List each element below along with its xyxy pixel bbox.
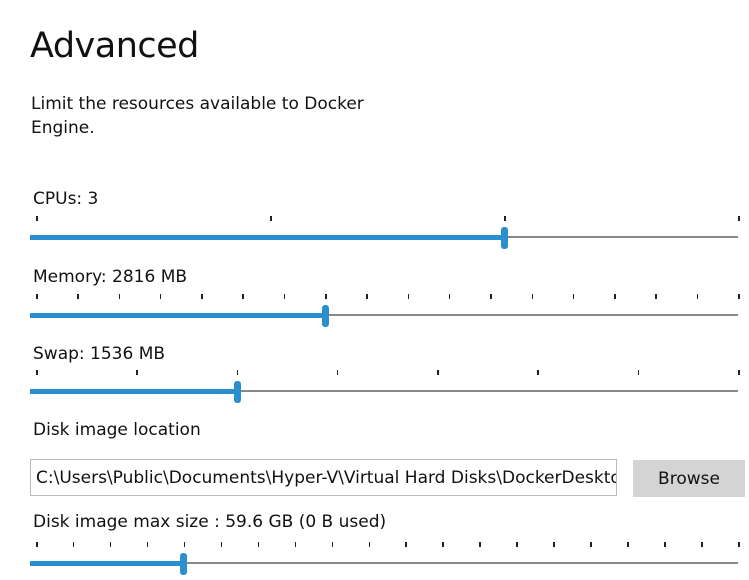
slider-tick — [183, 542, 186, 547]
slider-thumb[interactable] — [501, 227, 509, 249]
slider-tick — [36, 294, 38, 299]
slider-tick — [490, 294, 492, 299]
slider-tick — [553, 542, 555, 547]
slider-tick — [294, 542, 297, 547]
slider-tick — [479, 542, 481, 547]
slider-tick — [537, 370, 539, 375]
slider-thumb[interactable] — [180, 553, 188, 575]
disk-location-input[interactable]: C:\Users\Public\Documents\Hyper-V\Virtua… — [30, 459, 617, 496]
slider-tick — [336, 370, 339, 375]
slider-tick — [366, 294, 368, 299]
slider-tick — [448, 294, 451, 299]
slider-tick — [531, 294, 534, 299]
slider-fill — [30, 389, 237, 394]
slider-tick — [437, 370, 439, 375]
slider-thumb[interactable] — [233, 381, 241, 403]
slider-tick — [407, 294, 410, 299]
slider-tick — [136, 370, 138, 375]
page-title: Advanced — [30, 26, 199, 66]
slider-fill — [30, 313, 326, 318]
slider-tick — [637, 370, 640, 375]
slider-tick — [118, 294, 121, 299]
slider-track — [30, 562, 738, 564]
slider-track — [30, 314, 738, 316]
slider-tick — [331, 542, 334, 547]
slider-tick — [220, 542, 223, 547]
slider-tick — [614, 294, 616, 299]
cpus-label: CPUs: 3 — [33, 189, 99, 209]
slider-tick — [572, 294, 575, 299]
slider-tick — [36, 216, 38, 221]
slider-tick — [36, 370, 38, 375]
slider-tick — [283, 294, 286, 299]
slider-tick — [405, 542, 407, 547]
slider-tick — [109, 542, 112, 547]
slider-tick — [368, 542, 371, 547]
slider-tick — [738, 542, 740, 547]
slider-tick — [270, 216, 272, 221]
slider-thumb[interactable] — [322, 305, 330, 327]
swap-slider[interactable] — [30, 370, 740, 403]
slider-tick — [159, 294, 162, 299]
slider-tick — [504, 216, 506, 221]
slider-tick — [627, 542, 629, 547]
slider-tick — [516, 542, 518, 547]
slider-tick — [442, 542, 444, 547]
slider-tick — [325, 294, 327, 299]
slider-tick — [738, 216, 740, 221]
browse-button[interactable]: Browse — [633, 460, 745, 497]
slider-tick — [146, 542, 149, 547]
slider-tick — [242, 294, 244, 299]
memory-slider[interactable] — [30, 294, 740, 327]
slider-tick — [201, 294, 203, 299]
slider-tick — [655, 294, 657, 299]
disk-size-slider[interactable] — [30, 542, 740, 575]
slider-tick — [236, 370, 239, 375]
description: Limit the resources available to Docker … — [31, 94, 364, 138]
slider-tick — [696, 294, 699, 299]
slider-fill — [30, 561, 184, 566]
slider-tick — [590, 542, 592, 547]
cpus-slider[interactable] — [30, 216, 740, 249]
slider-tick — [701, 542, 703, 547]
slider-fill — [30, 235, 505, 240]
slider-tick — [72, 542, 75, 547]
memory-label: Memory: 2816 MB — [33, 267, 188, 287]
slider-tick — [36, 542, 38, 547]
disk-size-label: Disk image max size : 59.6 GB (0 B used) — [33, 512, 387, 532]
slider-tick — [738, 294, 740, 299]
slider-tick — [257, 542, 260, 547]
slider-tick — [738, 370, 740, 375]
swap-label: Swap: 1536 MB — [33, 344, 166, 364]
disk-location-label: Disk image location — [33, 420, 201, 440]
slider-track — [30, 390, 738, 392]
slider-tick — [77, 294, 79, 299]
slider-tick — [664, 542, 666, 547]
